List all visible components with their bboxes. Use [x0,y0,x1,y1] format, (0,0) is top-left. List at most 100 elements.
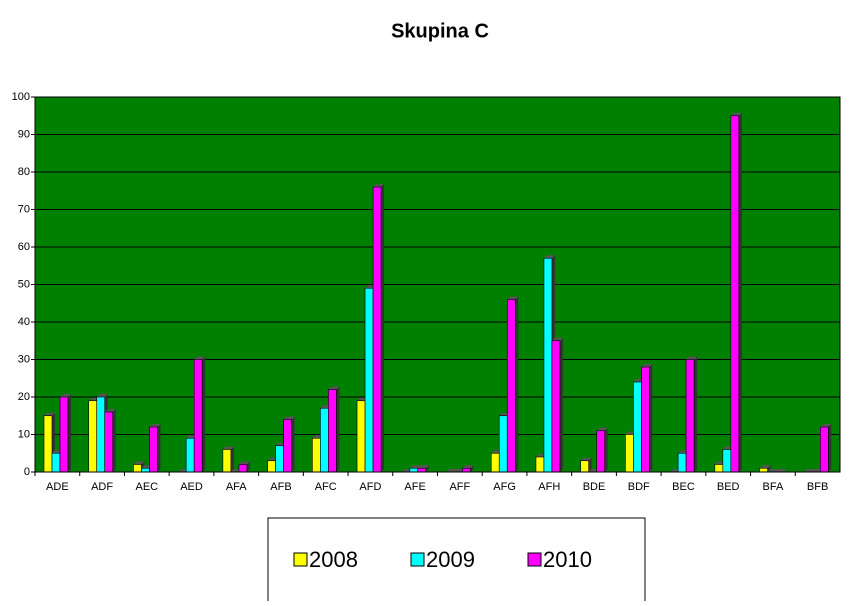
bar [312,437,321,473]
bar-top [149,424,161,427]
x-tick-label: AED [180,481,203,493]
bar [43,415,53,473]
bar-side [604,427,608,472]
bar [498,415,508,473]
bar-side [515,296,519,472]
bar-top [730,112,742,116]
bar-side [246,461,250,472]
x-tick-label: AFB [270,481,291,493]
bar [722,449,732,473]
x-tick-label: AFG [493,481,516,493]
x-tick-label: AFE [404,481,425,493]
bar-side [230,446,234,472]
bar-top [283,416,295,420]
bar-top [373,184,385,187]
bar [506,299,516,473]
bar-top [767,469,779,472]
bar [580,460,589,473]
bar-top [775,469,787,472]
x-tick-label: AFF [449,481,470,493]
bar-top [580,457,592,461]
bar-side [112,409,116,472]
x-tick-label: BEC [672,481,695,493]
y-tick-label: 100 [12,91,30,103]
bar [133,464,142,473]
bar [490,452,500,473]
bar-top [104,409,116,412]
bar-top [417,465,429,469]
bar [819,426,829,473]
bar [59,396,69,473]
x-tick-label: AFD [359,481,381,493]
bar-side [470,465,474,472]
bar [641,366,650,473]
bar [462,467,471,473]
y-tick-label: 40 [18,316,30,328]
legend-swatch [410,552,425,567]
bar [283,419,292,473]
bar-top [446,469,458,472]
chart-title: Skupina C [391,20,489,42]
bar [193,359,203,473]
bar [714,464,724,473]
bar-side [559,337,563,472]
bar [625,434,634,473]
bar [409,467,419,473]
bar-side [828,424,832,472]
y-tick-label: 90 [18,128,30,140]
bar-top [543,255,555,259]
bar-side [202,356,206,472]
x-tick-label: BFB [807,481,828,493]
y-tick-label: 10 [18,428,30,440]
bar [356,400,366,473]
bar-side [694,356,698,472]
y-tick-label: 20 [18,391,30,403]
bar-top [96,394,108,397]
bar [417,467,427,473]
legend-label: 2010 [543,547,592,572]
x-tick-label: AFH [538,481,560,493]
bar-top [133,461,145,465]
bar [275,445,284,473]
bar-side [738,112,742,472]
bar [141,467,150,473]
x-tick-label: AEC [135,481,158,493]
y-tick-label: 80 [18,166,30,178]
bar-side [767,465,771,472]
bar [238,464,248,473]
bar-side [157,424,161,472]
bar-top [222,446,234,450]
y-tick-label: 30 [18,353,30,365]
bar-top [507,296,519,300]
bar [88,400,98,473]
y-tick-label: 50 [18,278,30,290]
bar-side [336,386,340,472]
bar-top [44,412,55,416]
legend-label: 2009 [426,547,475,572]
x-tick-label: AFC [315,481,337,493]
bar-top [804,469,816,472]
x-tick-label: BED [717,481,740,493]
bar-top [551,337,563,341]
bar [759,467,768,473]
y-tick-label: 0 [24,466,30,478]
bar [730,115,740,473]
bar-side [425,465,429,472]
bar-top [238,461,250,465]
x-tick-label: BFA [763,481,784,493]
legend-swatch [527,552,542,567]
legend-swatch [293,552,308,567]
bar-top [596,427,608,431]
bar [328,389,337,473]
bar [222,449,232,473]
bar [543,257,553,473]
x-tick-label: AFA [226,481,247,493]
bar-top [462,465,474,469]
bar [633,381,642,473]
bar-side [588,457,592,472]
bar-top [60,394,71,397]
bar [104,411,114,473]
legend-box [267,517,646,606]
bar [185,437,195,473]
y-tick-label: 60 [18,241,30,253]
